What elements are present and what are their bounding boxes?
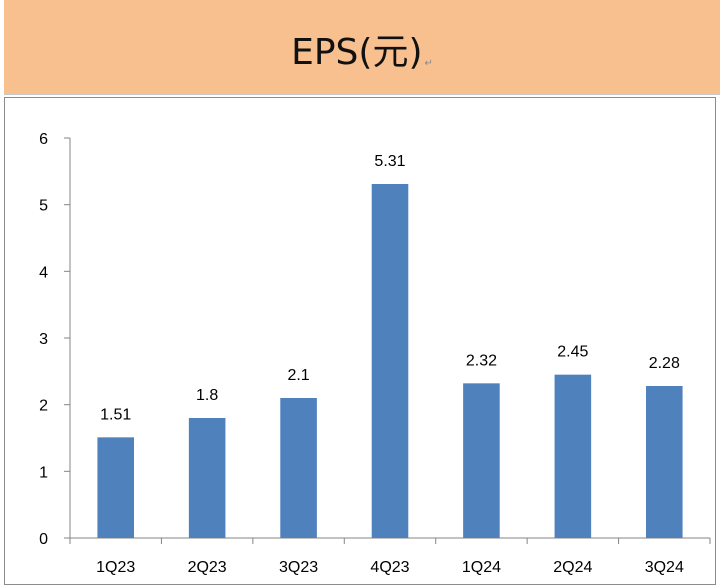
x-category-label: 3Q24 [645,559,684,576]
x-category-label: 1Q23 [96,559,135,576]
x-category-label: 2Q24 [553,559,592,576]
bar-4q23 [371,184,409,538]
y-tick-label: 4 [39,264,48,281]
y-tick-label: 3 [39,331,48,348]
chart-title-text: EPS(元) [291,32,423,73]
data-label: 5.31 [374,153,405,170]
data-label: 1.8 [196,387,218,404]
chart-frame: 0 1 2 3 4 5 6 1.51 1Q23 1.8 2Q23 2.1 3Q23 5.31 4Q23 2.3… [4,97,716,585]
y-tick-label: 2 [39,398,48,415]
data-label: 2.45 [557,344,588,361]
y-tick-label: 6 [39,131,48,148]
bar-3q24 [646,386,683,538]
chart-header-banner: EPS(元) ↵ [4,0,720,95]
bar-1q23 [97,437,134,538]
bar-2q24 [554,374,592,538]
bar-3q23 [280,398,317,538]
data-label: 2.1 [287,367,309,384]
x-category-label: 1Q24 [462,559,501,576]
bar-2q23 [188,418,226,538]
x-category-label: 4Q23 [370,559,409,576]
bar-1q24 [463,383,500,538]
paragraph-return-icon: ↵ [424,58,433,69]
data-label: 2.32 [466,352,497,369]
y-tick-label: 5 [39,198,48,215]
y-tick-label: 0 [39,531,48,548]
eps-bar-chart: 0 1 2 3 4 5 6 1.51 1Q23 1.8 2Q23 2.1 3Q23 5.31 4Q23 2.3… [39,131,711,576]
data-label: 1.51 [100,406,131,423]
x-category-label: 2Q23 [188,559,227,576]
y-tick-label: 1 [39,464,48,481]
data-label: 2.28 [649,355,680,372]
chart-title: EPS(元) ↵ [4,23,720,75]
x-category-label: 3Q23 [279,559,318,576]
